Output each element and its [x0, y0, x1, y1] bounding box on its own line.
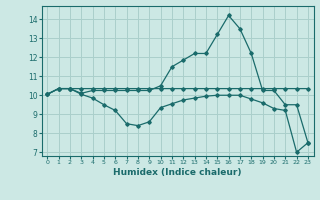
X-axis label: Humidex (Indice chaleur): Humidex (Indice chaleur)	[113, 168, 242, 177]
